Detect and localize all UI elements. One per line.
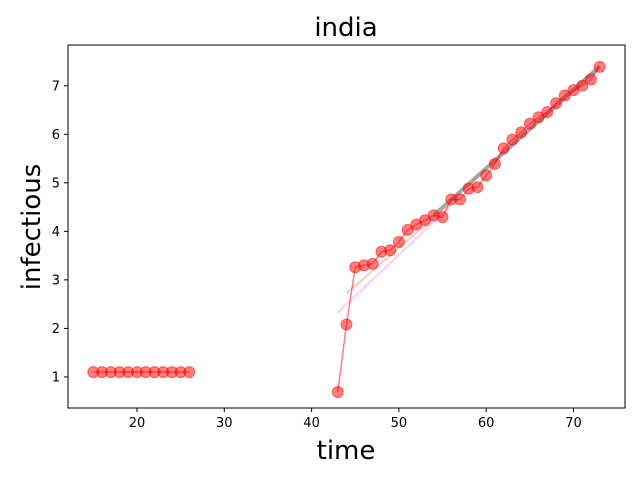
y-axis: 1 2 3 4 5 6 7 xyxy=(52,79,68,385)
data-point xyxy=(576,79,589,92)
y-tick-label: 3 xyxy=(52,273,60,288)
data-point xyxy=(488,157,501,170)
data-point xyxy=(497,142,510,155)
data-point xyxy=(471,181,484,194)
data-point xyxy=(515,126,528,139)
data-point xyxy=(532,111,545,124)
fit-line-1 xyxy=(336,204,453,314)
data-point xyxy=(331,385,344,398)
data-point xyxy=(384,244,397,257)
y-tick-label: 1 xyxy=(52,370,60,385)
data-point xyxy=(183,366,196,379)
data-point xyxy=(523,117,536,130)
x-tick-label: 50 xyxy=(391,416,408,431)
data-point xyxy=(541,105,554,118)
y-tick-label: 7 xyxy=(52,79,60,94)
y-tick-label: 4 xyxy=(52,225,60,240)
data-point xyxy=(366,257,379,270)
data-point xyxy=(584,73,597,86)
data-point xyxy=(453,193,466,206)
chart-title: india xyxy=(314,13,377,43)
plot-area xyxy=(87,60,606,398)
data-point xyxy=(550,97,563,110)
data-point xyxy=(401,223,414,236)
x-axis-label: time xyxy=(317,436,376,466)
x-tick-label: 30 xyxy=(216,416,233,431)
axes-frame xyxy=(67,44,626,409)
y-axis-label: infectious xyxy=(17,164,47,291)
data-point xyxy=(436,211,449,224)
x-tick-label: 70 xyxy=(565,416,582,431)
data-point xyxy=(340,318,353,331)
y-tick-label: 6 xyxy=(52,128,60,143)
data-point xyxy=(480,169,493,182)
data-point xyxy=(506,133,519,146)
series-line-1 xyxy=(337,66,601,393)
x-axis: 20 30 40 50 60 70 xyxy=(129,408,582,431)
x-tick-label: 20 xyxy=(129,416,146,431)
y-tick-label: 5 xyxy=(52,176,60,191)
x-tick-label: 60 xyxy=(478,416,495,431)
data-point xyxy=(593,60,606,73)
x-tick-label: 40 xyxy=(303,416,320,431)
data-point xyxy=(392,236,405,249)
y-tick-label: 2 xyxy=(52,322,60,337)
data-point xyxy=(558,89,571,102)
